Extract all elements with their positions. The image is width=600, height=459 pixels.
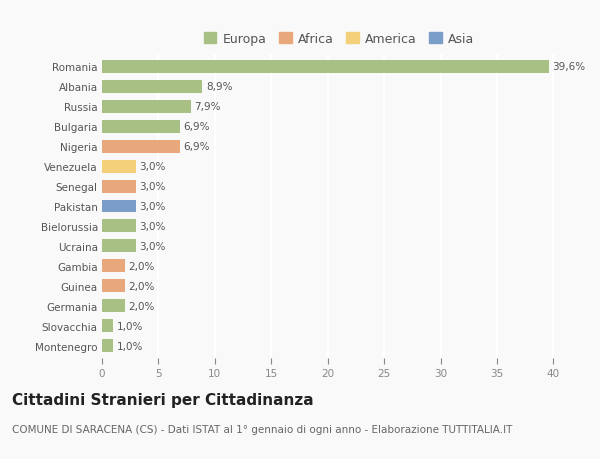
Text: 3,0%: 3,0%	[139, 182, 166, 191]
Text: 2,0%: 2,0%	[128, 281, 154, 291]
Text: 2,0%: 2,0%	[128, 301, 154, 311]
Text: 8,9%: 8,9%	[206, 82, 232, 92]
Bar	[102, 200, 136, 213]
Bar	[102, 101, 191, 113]
Legend: Europa, Africa, America, Asia: Europa, Africa, America, Asia	[204, 33, 474, 46]
Bar	[102, 240, 136, 253]
Text: 39,6%: 39,6%	[552, 62, 586, 72]
Bar	[102, 260, 125, 273]
Bar	[102, 160, 136, 173]
Bar	[102, 280, 125, 293]
Bar	[102, 140, 180, 153]
Text: 6,9%: 6,9%	[183, 142, 210, 152]
Bar	[102, 300, 125, 313]
Bar	[102, 61, 549, 73]
Text: 7,9%: 7,9%	[194, 102, 221, 112]
Bar	[102, 80, 202, 94]
Text: 3,0%: 3,0%	[139, 222, 166, 231]
Bar	[102, 220, 136, 233]
Text: 3,0%: 3,0%	[139, 202, 166, 212]
Text: COMUNE DI SARACENA (CS) - Dati ISTAT al 1° gennaio di ogni anno - Elaborazione T: COMUNE DI SARACENA (CS) - Dati ISTAT al …	[12, 425, 512, 435]
Bar	[102, 180, 136, 193]
Text: 3,0%: 3,0%	[139, 162, 166, 172]
Text: 1,0%: 1,0%	[116, 321, 143, 331]
Text: Cittadini Stranieri per Cittadinanza: Cittadini Stranieri per Cittadinanza	[12, 392, 314, 408]
Bar	[102, 120, 180, 133]
Text: 6,9%: 6,9%	[183, 122, 210, 132]
Text: 1,0%: 1,0%	[116, 341, 143, 351]
Text: 3,0%: 3,0%	[139, 241, 166, 252]
Bar	[102, 340, 113, 353]
Bar	[102, 319, 113, 333]
Text: 2,0%: 2,0%	[128, 261, 154, 271]
